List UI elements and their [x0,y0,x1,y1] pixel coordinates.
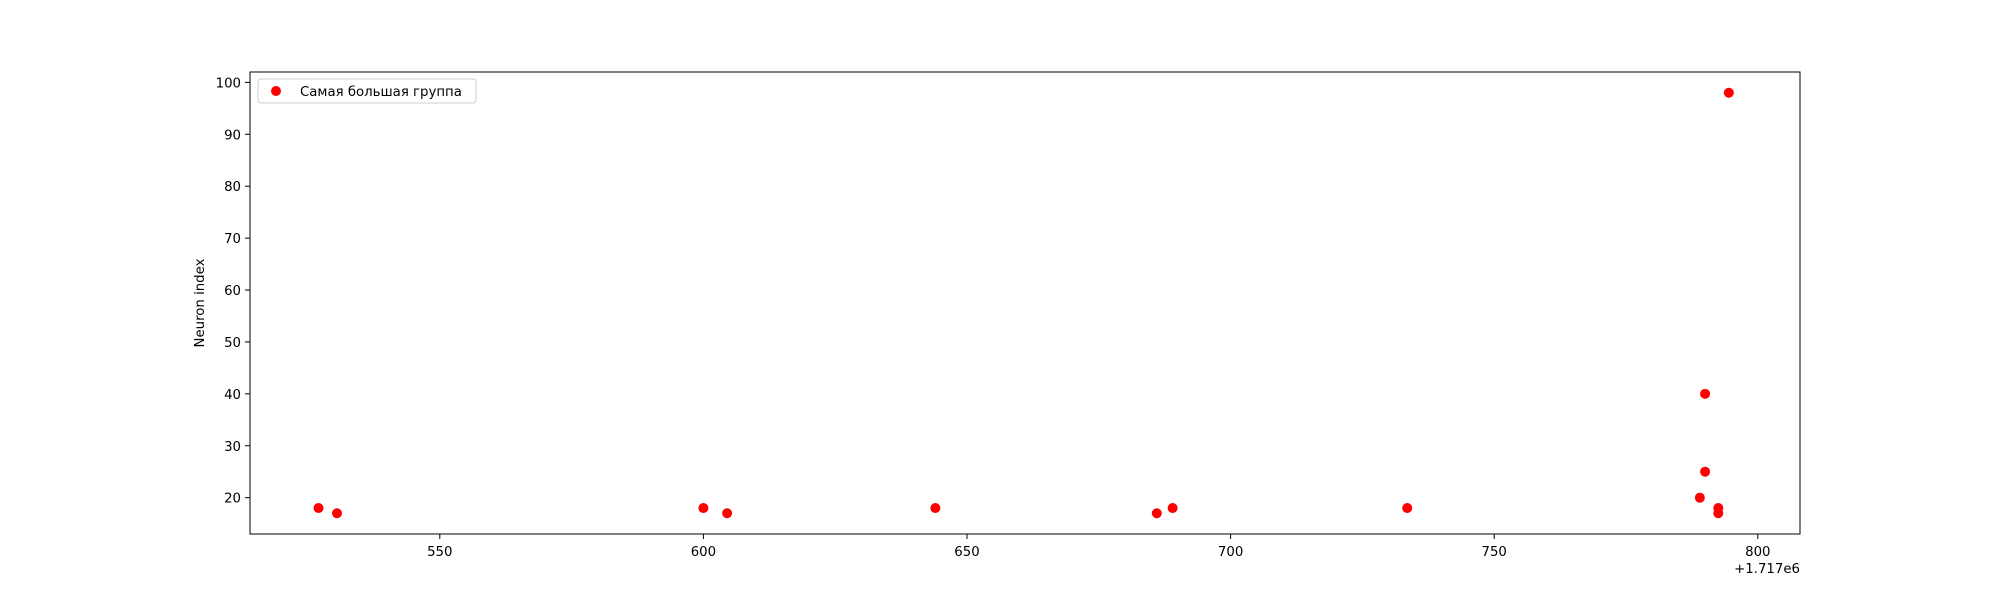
y-tick-label: 100 [216,76,241,91]
data-point [1402,503,1413,514]
x-axis: 550 600 650 700 750 800 [427,534,1771,560]
legend: Самая большая группа [257,78,477,104]
data-point [331,508,342,519]
x-tick-label: 550 [427,545,452,560]
y-axis: 20 30 40 50 60 70 80 90 100 [216,76,250,507]
x-tick-label: 600 [691,545,716,560]
data-point [1700,466,1711,477]
data-point [1700,388,1711,399]
legend-label: Самая большая группа [300,84,462,100]
data-point [722,508,733,519]
legend-marker [271,86,281,96]
data-point [1694,492,1705,503]
y-tick-label: 50 [224,336,241,351]
x-axis-offset-label: +1.717e6 [1734,562,1800,577]
y-tick-label: 20 [224,492,241,507]
data-point [1723,87,1734,98]
data-point [1151,508,1162,519]
axes-frame [249,71,1801,535]
x-tick-label: 700 [1218,545,1243,560]
data-point [698,503,709,514]
data-point [1713,508,1724,519]
y-tick-label: 30 [224,440,241,455]
y-tick-label: 60 [224,284,241,299]
data-point [930,503,941,514]
data-point [313,503,324,514]
plot-layer [313,87,1734,519]
y-tick-label: 80 [224,180,241,195]
legend-box [257,78,477,104]
data-point [1167,503,1178,514]
x-tick-label: 650 [954,545,979,560]
x-tick-label: 800 [1745,545,1770,560]
y-tick-label: 70 [224,232,241,247]
y-tick-label: 40 [224,388,241,403]
y-tick-label: 90 [224,128,241,143]
y-axis-label: Neuron index [193,258,208,347]
x-tick-label: 750 [1482,545,1507,560]
